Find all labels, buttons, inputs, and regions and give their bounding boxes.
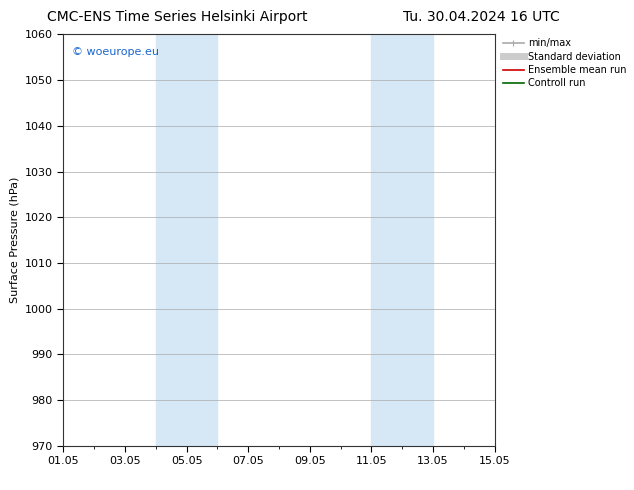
Text: © woeurope.eu: © woeurope.eu	[72, 47, 159, 57]
Y-axis label: Surface Pressure (hPa): Surface Pressure (hPa)	[10, 177, 19, 303]
Text: Tu. 30.04.2024 16 UTC: Tu. 30.04.2024 16 UTC	[403, 10, 560, 24]
Bar	[372, 34, 433, 446]
Legend: min/max, Standard deviation, Ensemble mean run, Controll run: min/max, Standard deviation, Ensemble me…	[499, 34, 630, 92]
Text: CMC-ENS Time Series Helsinki Airport: CMC-ENS Time Series Helsinki Airport	[48, 10, 307, 24]
Bar	[156, 34, 217, 446]
